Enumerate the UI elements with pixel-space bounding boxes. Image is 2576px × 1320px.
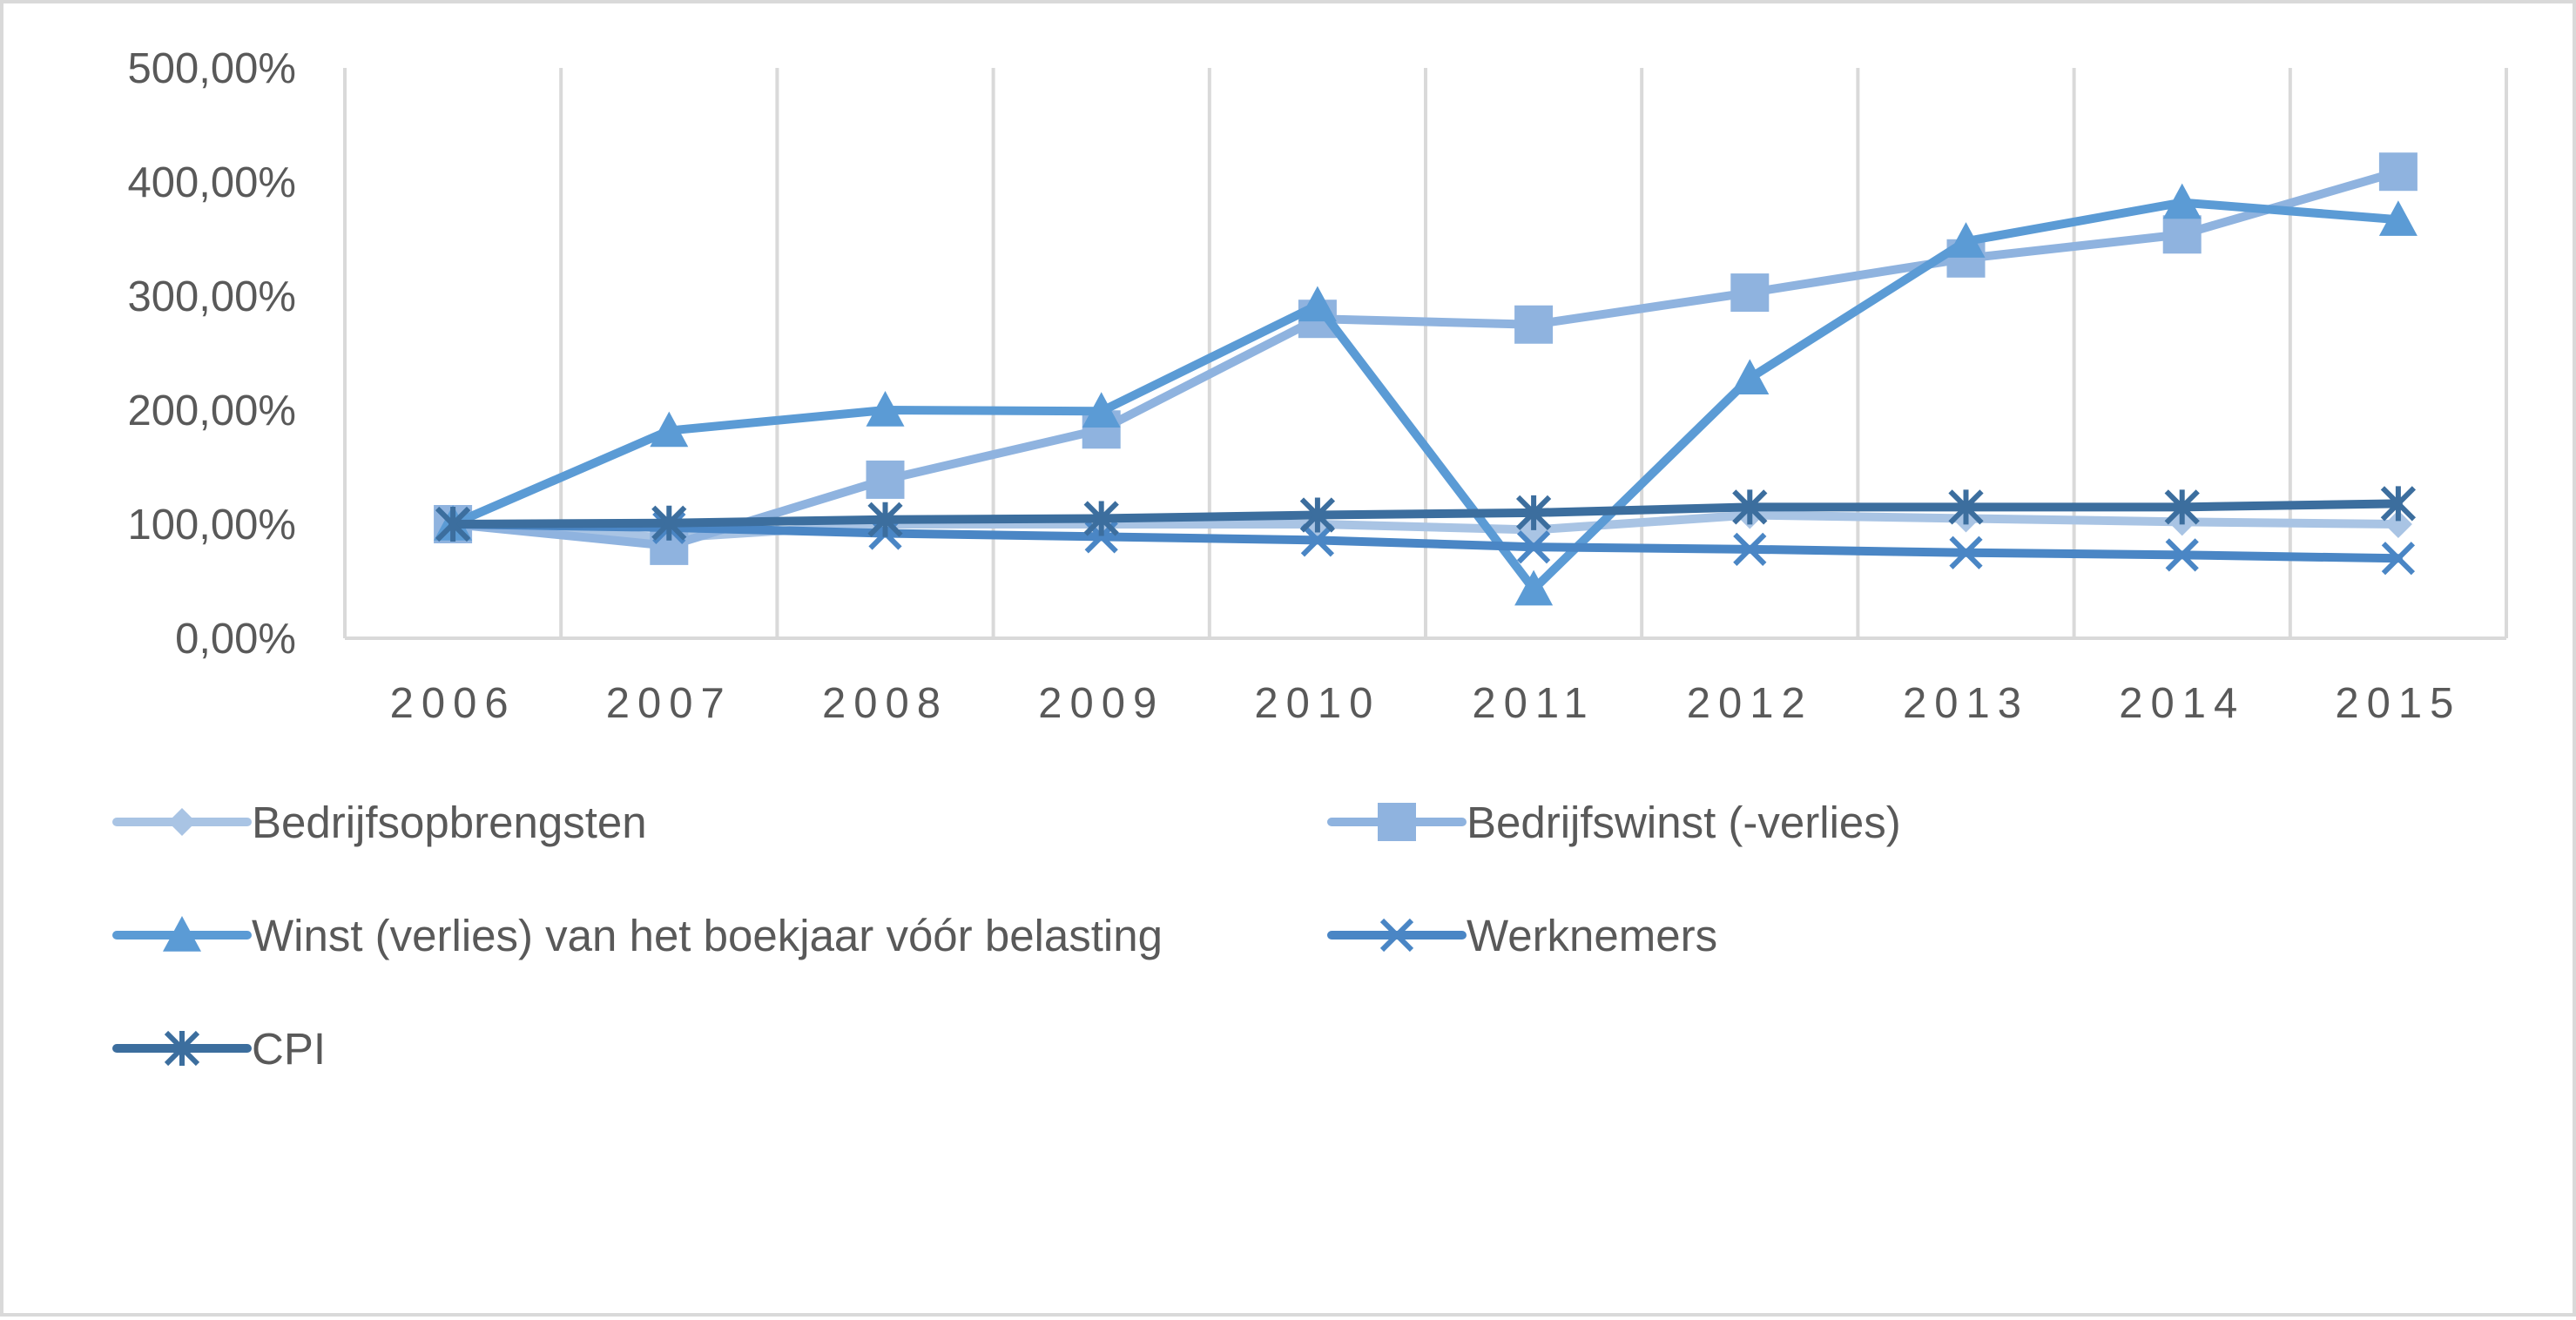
data-point	[1082, 392, 1121, 428]
legend-entry: CPI	[112, 1024, 326, 1074]
legend-label: Bedrijfswinst (-verlies)	[1467, 798, 1901, 847]
data-point	[1948, 489, 1984, 525]
data-point	[1378, 803, 1416, 841]
data-point	[2380, 486, 2417, 522]
data-point	[1949, 535, 1983, 569]
y-tick-label: 500,00%	[128, 45, 296, 92]
data-point	[2164, 489, 2200, 525]
data-point	[866, 391, 905, 427]
line-chart: 0,00% 100,00% 200,00% 300,00% 400,00% 500,00%…	[112, 45, 2508, 1074]
legend-entry: Winst (verlies) van het boekjaar vóór be…	[112, 911, 1163, 960]
data-point	[866, 460, 905, 499]
legend-entry: Werknemers	[1327, 911, 1717, 960]
legend-label: Werknemers	[1467, 911, 1717, 960]
data-point	[2165, 538, 2199, 572]
series-line	[448, 167, 2403, 550]
x-tick-label: 2015	[2335, 680, 2461, 727]
data-point	[1733, 532, 1767, 566]
data-point	[1730, 273, 1770, 313]
data-point	[1083, 501, 1119, 536]
data-point	[1299, 497, 1336, 533]
legend-label: CPI	[252, 1024, 326, 1074]
legend-entry: Bedrijfswinst (-verlies)	[1327, 798, 1901, 847]
data-point	[435, 506, 471, 542]
x-tick-label: 2008	[822, 680, 948, 727]
legend-label: Winst (verlies) van het boekjaar vóór be…	[252, 911, 1163, 960]
gridlines	[343, 68, 2508, 638]
series-line	[448, 499, 2403, 529]
data-point	[867, 502, 903, 537]
legend-entry: Bedrijfsopbrengsten	[112, 798, 647, 847]
x-tick-label: 2013	[1903, 680, 2029, 727]
data-point	[1298, 286, 1337, 322]
data-point	[1515, 495, 1552, 531]
data-point	[651, 505, 687, 541]
data-point	[164, 1030, 200, 1067]
y-tick-label: 400,00%	[128, 159, 296, 206]
data-point	[2381, 542, 2416, 576]
y-tick-label: 0,00%	[175, 616, 296, 663]
x-tick-label: 2006	[390, 680, 516, 727]
data-point	[168, 808, 196, 836]
data-point	[163, 916, 201, 952]
data-point	[2162, 215, 2202, 254]
legend-label: Bedrijfsopbrengsten	[252, 798, 647, 847]
axes: 0,00% 100,00% 200,00% 300,00% 400,00% 500,00%…	[128, 45, 2506, 727]
series-line	[448, 520, 2403, 563]
series	[434, 152, 2418, 565]
x-tick-label: 2007	[606, 680, 732, 727]
data-point	[1379, 918, 1414, 953]
legend: Bedrijfsopbrengsten Bedrijfswinst (-verli…	[112, 798, 1901, 1074]
y-tick-label: 300,00%	[128, 273, 296, 320]
data-point	[1516, 530, 1551, 564]
data-point	[1946, 222, 1986, 258]
data-point	[1300, 523, 1335, 557]
x-tick-label: 2012	[1687, 680, 1813, 727]
data-point	[1514, 305, 1554, 344]
data-point	[650, 411, 689, 448]
data-point	[2162, 183, 2202, 219]
series	[435, 486, 2417, 542]
x-tick-label: 2010	[1254, 680, 1380, 727]
y-tick-label: 200,00%	[128, 387, 296, 434]
data-point	[1732, 489, 1768, 525]
data-point	[2378, 200, 2418, 236]
x-tick-label: 2014	[2119, 680, 2245, 727]
y-tick-label: 100,00%	[128, 502, 296, 549]
series	[434, 183, 2418, 606]
data-point	[1514, 569, 1554, 606]
x-tick-label: 2009	[1038, 680, 1164, 727]
data-point	[1730, 359, 1770, 395]
data-point	[2384, 510, 2412, 538]
data-point	[2378, 152, 2418, 192]
x-tick-label: 2011	[1472, 680, 1595, 727]
series-line	[448, 198, 2403, 594]
series-lines	[434, 152, 2418, 606]
